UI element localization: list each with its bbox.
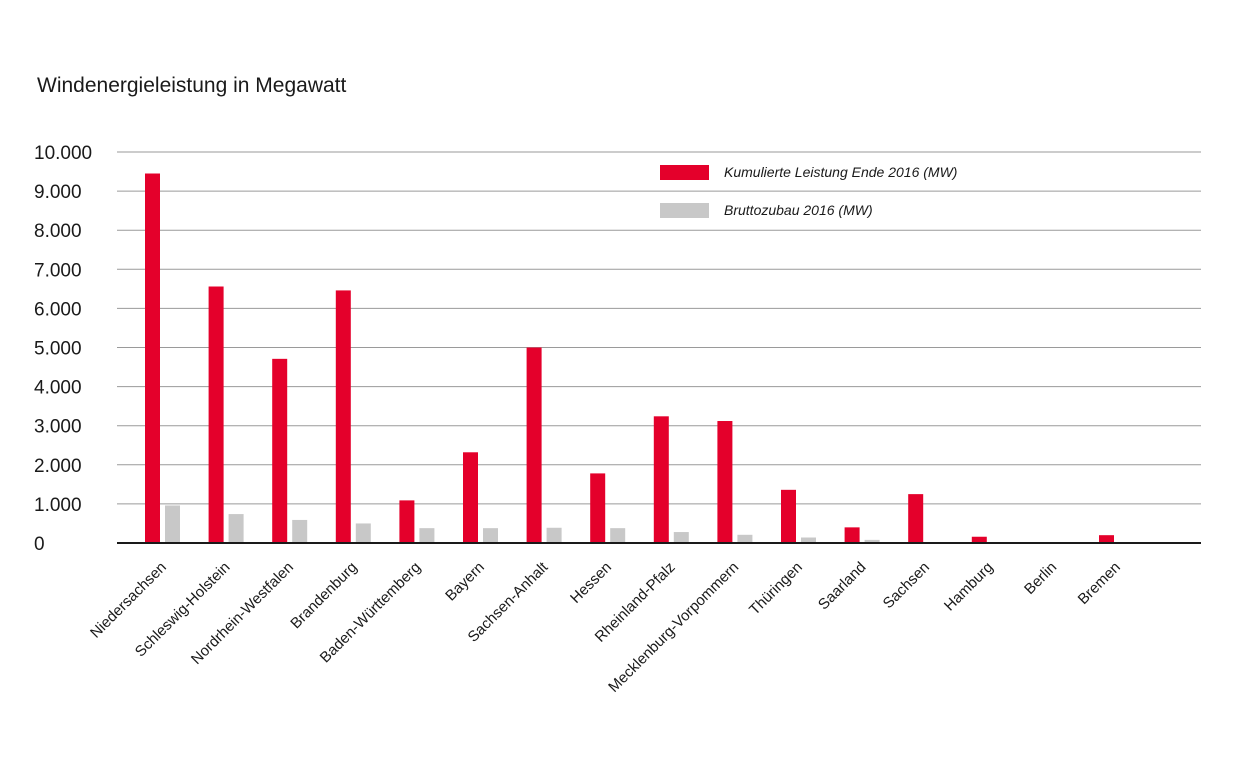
y-tick-label: 8.000 — [34, 221, 82, 242]
bar-bruttozubau — [228, 514, 244, 543]
bar-kumulierte-leistung — [335, 290, 351, 543]
y-tick-label: 4.000 — [34, 378, 82, 399]
y-tick-label: 1.000 — [34, 495, 82, 516]
legend-label: Kumulierte Leistung Ende 2016 (MW) — [724, 164, 957, 180]
x-tick-label: Berlin — [1021, 559, 1060, 598]
x-axis-labels: NiedersachsenSchleswig-HolsteinNordrhein… — [87, 558, 1124, 696]
bar-bruttozubau — [483, 528, 498, 543]
bar-bruttozubau — [292, 519, 308, 543]
x-tick-label: Saarland — [815, 559, 869, 613]
bar-bruttozubau — [610, 528, 626, 543]
bar-kumulierte-leistung — [399, 500, 415, 543]
bar-bruttozubau — [673, 532, 689, 543]
x-tick-label: Mecklenburg-Vorpommern — [605, 559, 742, 696]
x-tick-label: Hessen — [567, 559, 615, 607]
bar-bruttozubau — [546, 527, 562, 543]
x-tick-label: Hamburg — [941, 559, 997, 615]
bar-kumulierte-leistung — [971, 536, 987, 543]
y-tick-label: 0 — [34, 534, 45, 555]
bar-kumulierte-leistung — [208, 286, 224, 543]
bars — [145, 173, 1134, 543]
x-tick-label: Bayern — [442, 559, 488, 605]
bar-kumulierte-leistung — [653, 416, 669, 543]
y-axis-ticks: 0 1.000 2.000 3.000 4.000 5.000 6.000 7.000 8.00… — [34, 143, 92, 555]
bar-kumulierte-leistung — [526, 347, 542, 543]
bar-bruttozubau — [801, 537, 816, 543]
chart-title: Windenergieleistung in Megawatt — [37, 74, 347, 97]
y-tick-label: 3.000 — [34, 417, 82, 438]
bar-kumulierte-leistung — [272, 358, 288, 543]
x-tick-label: Bremen — [1075, 559, 1124, 608]
y-tick-label: 9.000 — [34, 182, 82, 203]
legend: Kumulierte Leistung Ende 2016 (MW) Brutto… — [660, 164, 957, 218]
legend-swatch — [660, 203, 709, 218]
bar-kumulierte-leistung — [908, 494, 924, 543]
bar-bruttozubau — [419, 528, 435, 543]
y-tick-label: 6.000 — [34, 299, 82, 320]
bar-kumulierte-leistung — [844, 527, 860, 543]
y-tick-label: 10.000 — [34, 143, 92, 164]
y-tick-label: 5.000 — [34, 339, 82, 360]
bar-bruttozubau — [737, 534, 753, 543]
bar-bruttozubau — [165, 505, 180, 543]
y-tick-label: 2.000 — [34, 456, 82, 477]
bar-kumulierte-leistung — [145, 173, 160, 543]
bar-kumulierte-leistung — [781, 489, 796, 543]
y-tick-label: 7.000 — [34, 260, 82, 281]
legend-swatch — [660, 165, 709, 180]
bar-kumulierte-leistung — [590, 473, 606, 543]
x-tick-label: Sachsen — [880, 559, 933, 612]
legend-label: Bruttozubau 2016 (MW) — [724, 202, 873, 218]
bar-kumulierte-leistung — [463, 452, 478, 543]
bar-kumulierte-leistung — [1099, 535, 1114, 543]
bar-kumulierte-leistung — [717, 421, 733, 543]
bar-bruttozubau — [355, 523, 371, 543]
bar-bruttozubau — [864, 539, 880, 543]
x-tick-label: Thüringen — [746, 559, 806, 619]
